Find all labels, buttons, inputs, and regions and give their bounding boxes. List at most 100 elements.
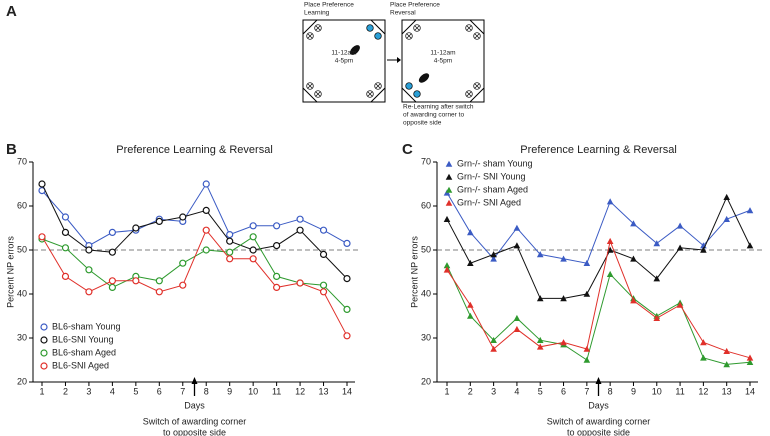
point: [536, 251, 544, 258]
point: [560, 255, 567, 262]
switch-arrow-head: [595, 377, 602, 384]
point: [746, 354, 754, 361]
cross: [414, 25, 420, 31]
point: [723, 215, 730, 222]
x-tick-label: 12: [698, 386, 708, 396]
point: [226, 248, 234, 256]
panel-label: B: [6, 141, 17, 158]
y-axis-label: Percent NP errors: [5, 236, 15, 308]
point: [202, 246, 210, 254]
point: [319, 226, 328, 234]
point: [155, 277, 163, 285]
point: [700, 339, 707, 346]
point: [226, 255, 234, 263]
series-line: [446, 265, 751, 365]
y-tick-label: 20: [421, 376, 431, 386]
point: [61, 272, 70, 280]
x-tick-label: 1: [444, 386, 449, 396]
point: [202, 180, 210, 188]
point: [490, 251, 497, 258]
point: [513, 224, 521, 231]
point: [85, 246, 93, 254]
y-tick-label: 70: [421, 156, 431, 166]
y-axis-label: Percent NP errors: [409, 236, 419, 308]
point: [653, 314, 661, 321]
cross: [406, 33, 412, 39]
point: [273, 242, 281, 250]
point: [676, 301, 684, 308]
legend-marker: [40, 362, 48, 370]
point: [723, 193, 730, 200]
x-tick-label: 2: [63, 386, 68, 396]
legend-label: BL6-SNI Aged: [52, 360, 109, 370]
x-tick-label: 8: [204, 386, 209, 396]
legend-label: BL6-SNI Young: [52, 334, 114, 344]
nose-poke: [405, 82, 413, 90]
arrow-head: [397, 57, 401, 63]
panel-label: A: [6, 3, 17, 20]
point: [723, 347, 730, 354]
x-axis-label: Days: [588, 400, 609, 410]
arena: [401, 19, 485, 103]
point: [653, 275, 661, 282]
x-tick-label: 2: [468, 386, 473, 396]
corner-wall: [302, 87, 318, 103]
point: [296, 279, 304, 287]
x-tick-label: 12: [295, 386, 305, 396]
point: [61, 228, 70, 236]
diagram: Place Preference Learning Place Preferen…: [302, 2, 485, 127]
series-line: [41, 182, 348, 247]
series-line: [41, 229, 348, 337]
cross: [315, 91, 321, 97]
legend-marker: [40, 349, 48, 357]
point: [560, 295, 567, 302]
cross: [474, 83, 480, 89]
mouse: [418, 73, 430, 83]
x-tick-label: 13: [722, 386, 732, 396]
y-tick-label: 20: [17, 376, 27, 386]
point: [226, 231, 234, 239]
chart-title: Preference Learning & Reversal: [520, 144, 677, 156]
arena: [302, 19, 386, 103]
y-tick-label: 40: [421, 288, 431, 298]
point: [630, 220, 637, 227]
cross: [474, 33, 480, 39]
legend-label: Grn-/- SNI Young: [457, 171, 526, 181]
point: [583, 290, 591, 297]
diagram-title: Place Preference: [304, 2, 354, 9]
point: [273, 283, 281, 291]
cross: [375, 83, 381, 89]
series-line: [446, 192, 751, 264]
point: [296, 215, 304, 223]
diagram-title: Learning: [304, 10, 330, 17]
time: 11-12am: [430, 50, 455, 57]
point: [467, 229, 474, 236]
point: [606, 198, 614, 205]
point: [560, 339, 567, 346]
point: [676, 222, 684, 229]
y-tick-label: 60: [421, 200, 431, 210]
y-tick-label: 60: [17, 200, 27, 210]
point: [38, 233, 46, 241]
x-tick-label: 14: [342, 386, 352, 396]
time: 4-5pm: [434, 58, 452, 65]
x-tick-label: 14: [745, 386, 755, 396]
annotation: Switch of awarding corner: [143, 416, 247, 426]
cross: [307, 33, 313, 39]
point: [467, 312, 474, 319]
corner-wall: [370, 19, 386, 35]
point: [343, 332, 351, 340]
x-tick-label: 4: [110, 386, 115, 396]
point: [179, 259, 187, 267]
annotation: to opposite side: [163, 427, 226, 436]
panel-label: C: [402, 141, 413, 158]
x-axis-label: Days: [184, 400, 205, 410]
point: [467, 259, 474, 266]
point: [443, 215, 451, 222]
x-tick-label: 3: [491, 386, 496, 396]
point: [108, 283, 116, 291]
legend-marker: [445, 173, 453, 180]
point: [273, 222, 281, 230]
series-line: [446, 239, 751, 359]
